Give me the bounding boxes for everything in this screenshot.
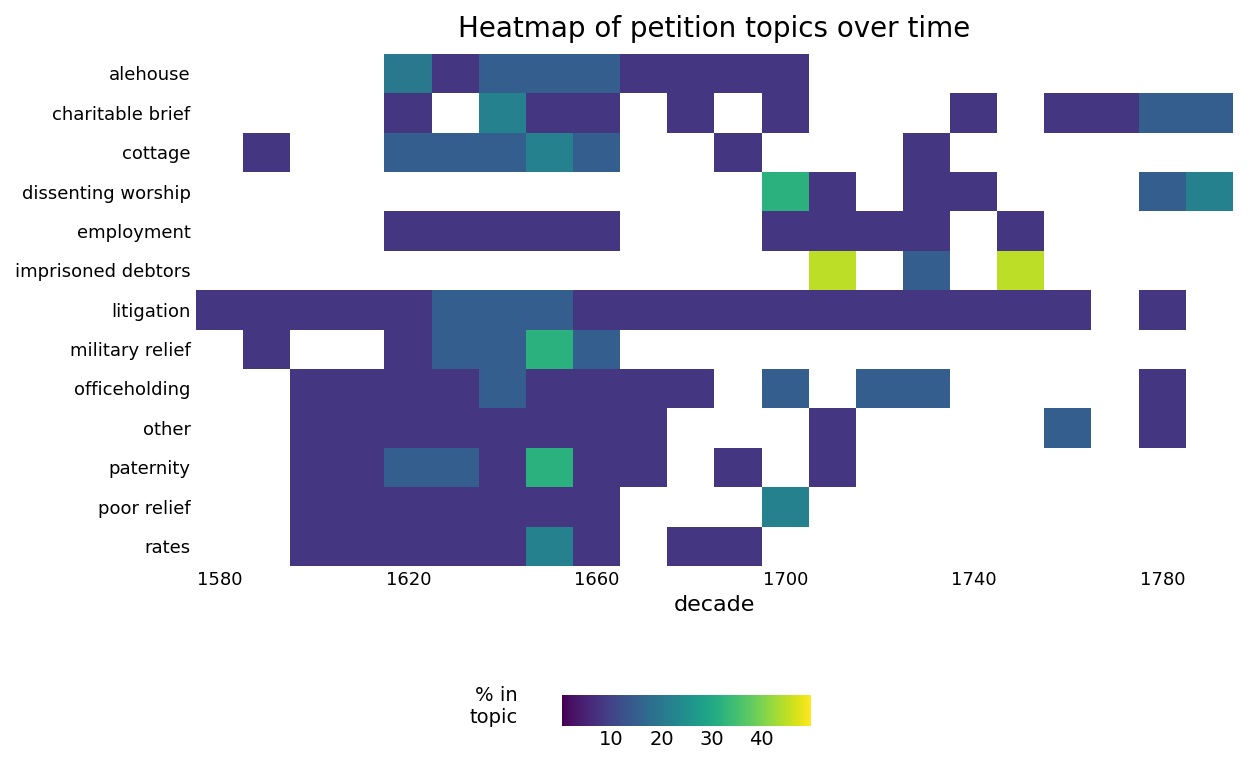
Text: % in
topic: % in topic: [469, 686, 518, 727]
X-axis label: decade: decade: [674, 594, 755, 614]
Title: Heatmap of petition topics over time: Heatmap of petition topics over time: [458, 15, 971, 43]
